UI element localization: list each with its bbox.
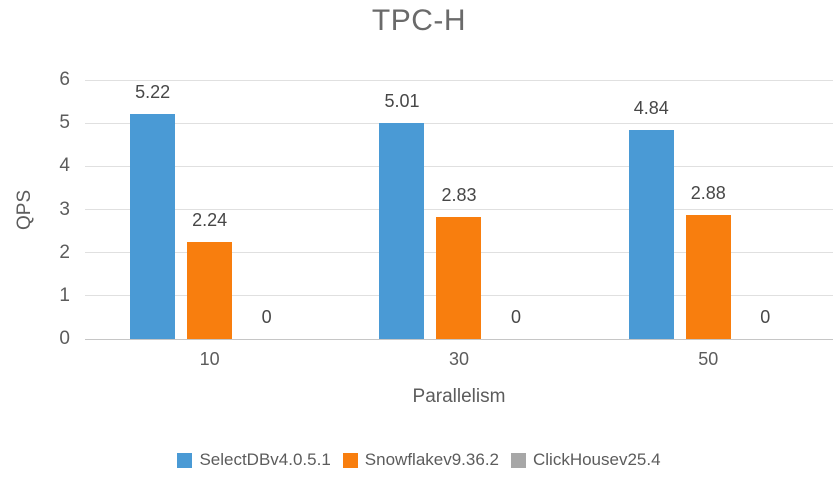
plot-area: 5.22 2.24 0 10 5.01 2.83 0 30 4.84 2.88 0 50 <box>85 79 833 369</box>
legend-item: SelectDBv4.0.5.1 <box>177 450 331 470</box>
x-tick-label: 30 <box>448 349 469 369</box>
x-tick-label: 10 <box>199 349 220 369</box>
bar-value-label: 2.83 <box>441 184 477 205</box>
chart-title: TPC-H <box>371 4 467 37</box>
legend-label: SelectDBv4.0.5.1 <box>199 450 331 469</box>
bar-value-label: 2.24 <box>192 210 228 231</box>
bar-value-label: 2.88 <box>690 182 726 203</box>
bar-value-label: 0 <box>760 307 771 327</box>
x-axis-title: Parallelism <box>412 386 506 407</box>
legend-item: ClickHousev25.4 <box>511 450 661 470</box>
gridline <box>85 165 833 167</box>
bar-slot: 4.84 <box>628 80 674 339</box>
bar-value-label: 5.01 <box>384 90 420 111</box>
legend-swatch-icon <box>177 452 193 468</box>
y-tick-label: 4 <box>59 155 70 177</box>
bar-Snowflakev9.36.2 <box>436 216 482 339</box>
bar-value-label: 0 <box>261 307 272 327</box>
gridline <box>85 209 833 210</box>
bar-group: 4.84 2.88 0 50 <box>584 80 833 369</box>
bar-slot: 2.88 <box>685 80 731 339</box>
legend-swatch-icon <box>342 452 358 468</box>
y-tick-label: 3 <box>59 198 70 220</box>
bar-value-label: 5.22 <box>135 81 171 102</box>
gridline <box>85 79 833 81</box>
x-tick-label: 50 <box>698 349 719 369</box>
legend-swatch-icon <box>511 452 526 468</box>
bar-slot: 2.83 <box>436 80 482 339</box>
y-tick-label: 1 <box>59 284 70 306</box>
bar-slot: 0 <box>493 80 538 339</box>
bar-Snowflakev9.36.2 <box>685 214 731 339</box>
bar-groups: 5.22 2.24 0 10 5.01 2.83 0 30 4.84 2.88 0 50 <box>85 80 833 369</box>
y-tick-label: 0 <box>59 328 70 349</box>
legend-label: ClickHousev25.4 <box>533 450 661 469</box>
bar-SelectDBv4.0.5.1 <box>130 113 176 339</box>
bar-SelectDBv4.0.5.1 <box>379 122 425 339</box>
y-axis-tick-labels: 0 1 2 3 4 5 6 <box>0 69 72 349</box>
bar-slot: 2.24 <box>187 80 233 339</box>
gridline <box>85 122 833 124</box>
bar-Snowflakev9.36.2 <box>187 242 233 339</box>
bar-value-label: 4.84 <box>633 98 669 119</box>
bar-slot: 5.01 <box>379 80 425 339</box>
y-tick-label: 6 <box>59 69 70 90</box>
bar-group: 5.22 2.24 0 10 <box>85 80 334 369</box>
legend-item: Snowflakev9.36.2 <box>342 450 499 470</box>
y-tick-label: 2 <box>59 241 70 263</box>
bar-value-label: 0 <box>510 307 521 327</box>
bar-group: 5.01 2.83 0 30 <box>334 80 583 369</box>
x-axis-baseline <box>85 338 833 340</box>
bar-slot: 0 <box>743 80 788 339</box>
legend: SelectDBv4.0.5.1 Snowflakev9.36.2 ClickHou… <box>0 450 838 470</box>
legend-label: Snowflakev9.36.2 <box>364 450 499 469</box>
bar-SelectDBv4.0.5.1 <box>628 130 674 339</box>
y-tick-label: 5 <box>59 112 70 134</box>
bar-slot: 5.22 <box>130 80 176 339</box>
bar-slot: 0 <box>244 80 289 339</box>
